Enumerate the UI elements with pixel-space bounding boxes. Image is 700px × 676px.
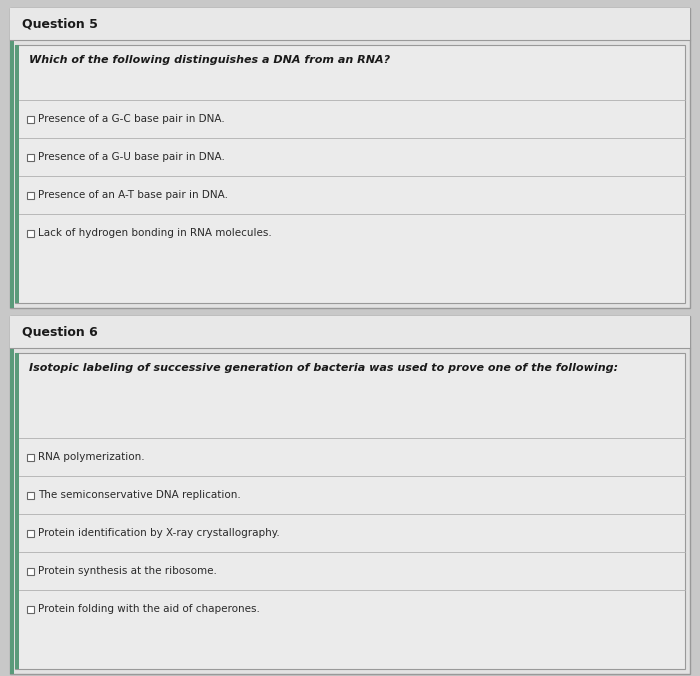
Text: Protein identification by X-ray crystallography.: Protein identification by X-ray crystall…: [38, 528, 280, 538]
Text: Question 6: Question 6: [22, 326, 98, 339]
Bar: [27, 116, 34, 122]
Bar: [27, 229, 34, 237]
Text: Isotopic labeling of successive generation of bacteria was used to prove one of : Isotopic labeling of successive generati…: [29, 363, 618, 373]
Bar: [27, 606, 34, 612]
Text: The semiconservative DNA replication.: The semiconservative DNA replication.: [38, 490, 241, 500]
Bar: [10, 8, 690, 40]
Bar: [10, 8, 690, 308]
Bar: [27, 491, 34, 498]
Bar: [15, 45, 19, 303]
Bar: [10, 316, 690, 348]
Text: Which of the following distinguishes a DNA from an RNA?: Which of the following distinguishes a D…: [29, 55, 390, 65]
Bar: [10, 316, 14, 674]
Text: RNA polymerization.: RNA polymerization.: [38, 452, 145, 462]
Bar: [27, 191, 34, 199]
Text: Question 5: Question 5: [22, 18, 98, 30]
Text: Presence of a G-U base pair in DNA.: Presence of a G-U base pair in DNA.: [38, 152, 225, 162]
Bar: [10, 316, 690, 674]
Bar: [27, 529, 34, 537]
Bar: [15, 353, 19, 669]
Bar: [27, 567, 34, 575]
Text: Protein synthesis at the ribosome.: Protein synthesis at the ribosome.: [38, 566, 217, 576]
Text: Presence of a G-C base pair in DNA.: Presence of a G-C base pair in DNA.: [38, 114, 225, 124]
Bar: [15, 45, 685, 303]
Bar: [27, 454, 34, 460]
Text: Protein folding with the aid of chaperones.: Protein folding with the aid of chaperon…: [38, 604, 260, 614]
Bar: [15, 353, 685, 669]
Bar: [10, 8, 14, 308]
Text: Lack of hydrogen bonding in RNA molecules.: Lack of hydrogen bonding in RNA molecule…: [38, 228, 272, 238]
Bar: [27, 153, 34, 160]
Text: Presence of an A-T base pair in DNA.: Presence of an A-T base pair in DNA.: [38, 190, 228, 200]
